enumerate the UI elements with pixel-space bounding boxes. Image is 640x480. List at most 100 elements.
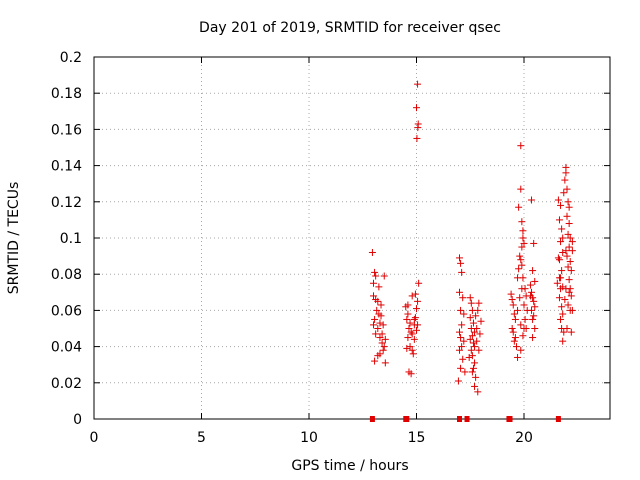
- y-tick-label: 0.08: [51, 267, 82, 283]
- data-point: [472, 312, 480, 320]
- data-point: [471, 328, 479, 336]
- data-point: [517, 185, 525, 193]
- baseline-marker: [404, 416, 410, 422]
- data-point: [518, 243, 526, 251]
- data-point: [373, 306, 381, 314]
- data-point: [410, 315, 418, 323]
- data-point: [476, 330, 484, 338]
- data-point: [413, 326, 420, 334]
- data-point: [411, 314, 419, 322]
- data-point: [519, 274, 527, 282]
- x-axis-label: GPS time / hours: [291, 458, 408, 474]
- plot-frame: [93, 56, 611, 420]
- y-tick-label: 0.1: [60, 231, 82, 247]
- data-point: [411, 290, 419, 298]
- data-point: [458, 343, 466, 351]
- data-point: [375, 283, 383, 291]
- y-tick-label: 0.12: [51, 195, 82, 211]
- data-point: [371, 315, 379, 323]
- data-point: [531, 303, 539, 311]
- data-point: [557, 238, 565, 246]
- data-point: [530, 239, 538, 247]
- data-point: [457, 334, 465, 342]
- data-point: [559, 234, 567, 242]
- data-point: [563, 325, 571, 332]
- data-point: [562, 247, 570, 255]
- data-point: [456, 288, 463, 296]
- data-point: [461, 368, 469, 376]
- data-point: [568, 247, 576, 255]
- data-point: [467, 299, 475, 307]
- data-point: [520, 239, 528, 247]
- data-point: [567, 328, 575, 336]
- data-point: [379, 321, 387, 329]
- data-point: [457, 259, 465, 267]
- y-axis-label: SRMTID / TECUs: [6, 182, 22, 295]
- data-point: [413, 104, 420, 112]
- x-tick-label: 20: [515, 430, 533, 446]
- data-point: [555, 216, 563, 224]
- data-point: [565, 288, 573, 296]
- data-point: [510, 337, 518, 345]
- data-point: [414, 321, 422, 329]
- data-point: [456, 254, 463, 262]
- data-point: [405, 325, 413, 332]
- data-point: [529, 315, 537, 323]
- data-point: [531, 277, 539, 285]
- data-point: [466, 335, 474, 343]
- data-point: [555, 256, 563, 264]
- data-point: [526, 281, 534, 289]
- data-point: [562, 285, 570, 293]
- data-point: [519, 234, 527, 242]
- data-point: [516, 294, 524, 302]
- y-tick-label: 0.04: [51, 340, 82, 356]
- data-point: [475, 346, 483, 354]
- data-point: [517, 346, 525, 354]
- data-point: [561, 176, 569, 184]
- y-axis-tick-labels: 0 0.02 0.04 0.06 0.08 0.1 0.12 0.14 0.16 0.18 0.2: [51, 50, 82, 428]
- data-point: [567, 292, 575, 300]
- data-point: [511, 334, 519, 342]
- data-point: [460, 310, 468, 318]
- data-point: [511, 315, 519, 323]
- data-point: [510, 310, 518, 318]
- data-point: [560, 189, 568, 197]
- data-point: [407, 370, 415, 378]
- data-point: [562, 169, 570, 177]
- data-point: [558, 303, 566, 311]
- data-point: [376, 319, 384, 327]
- data-point: [404, 334, 412, 342]
- data-points: [368, 80, 576, 396]
- data-point: [558, 267, 566, 275]
- data-point: [371, 268, 379, 276]
- data-point: [567, 267, 575, 275]
- baseline-marker: [507, 416, 513, 422]
- data-point: [508, 296, 516, 304]
- data-point: [466, 314, 474, 322]
- data-point: [514, 353, 522, 361]
- data-point: [563, 252, 571, 260]
- x-tick-label: 0: [90, 430, 99, 446]
- data-point: [561, 296, 569, 304]
- data-point: [374, 297, 382, 305]
- data-point: [553, 279, 561, 287]
- data-point: [529, 334, 537, 342]
- y-tick-label: 0: [73, 412, 82, 428]
- data-point: [555, 294, 563, 302]
- data-point: [469, 319, 477, 327]
- data-point: [565, 203, 573, 211]
- data-point: [474, 388, 482, 396]
- y-tick-label: 0.18: [51, 86, 82, 102]
- data-point: [564, 230, 572, 238]
- data-point: [406, 319, 414, 327]
- data-point: [368, 248, 376, 256]
- data-point: [519, 332, 527, 340]
- data-point: [468, 332, 476, 340]
- data-point: [565, 220, 573, 228]
- x-tick-label: 15: [408, 430, 426, 446]
- data-point: [528, 306, 536, 314]
- data-point: [378, 339, 386, 347]
- data-point: [456, 328, 463, 336]
- data-point: [408, 346, 416, 354]
- x-axis-tick-labels: 0 5 10 15 20: [90, 430, 533, 446]
